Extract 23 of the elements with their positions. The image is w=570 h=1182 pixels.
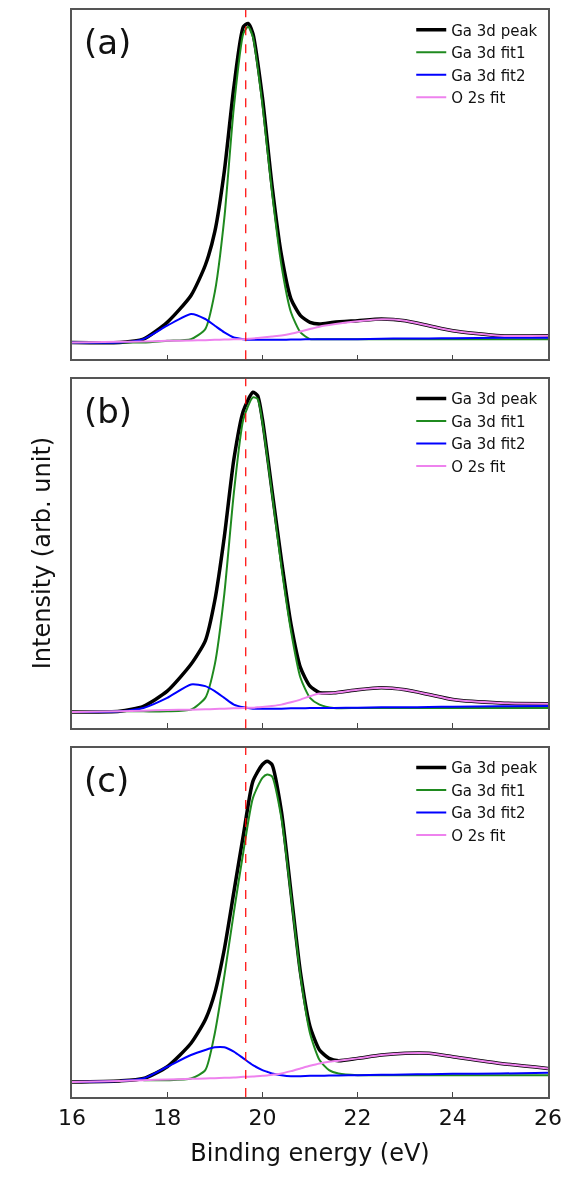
x-tick-label: 18 xyxy=(153,1105,182,1131)
legend-label: Ga 3d peak xyxy=(451,390,538,409)
annotation: (c) xyxy=(84,760,130,800)
x-tick-label: 24 xyxy=(438,1105,467,1131)
annotation: (b) xyxy=(84,391,133,431)
x-axis-title: Binding energy (eV) xyxy=(190,1138,430,1167)
x-tick-label: 22 xyxy=(343,1105,372,1131)
legend-label: Ga 3d fit2 xyxy=(451,804,526,823)
x-tick-label: 20 xyxy=(248,1105,277,1131)
legend-label: Ga 3d fit1 xyxy=(451,44,526,63)
x-tick-label: 16 xyxy=(58,1105,86,1131)
legend-label: Ga 3d fit2 xyxy=(451,66,526,85)
legend-label: Ga 3d fit1 xyxy=(451,412,526,431)
legend-label: O 2s fit xyxy=(451,826,506,845)
legend-label: O 2s fit xyxy=(451,457,506,476)
legend-label: Ga 3d fit2 xyxy=(451,435,526,454)
x-tick-label: 26 xyxy=(534,1105,562,1131)
legend-label: Ga 3d peak xyxy=(451,21,538,40)
annotation: (a) xyxy=(84,22,132,62)
legend-label: Ga 3d peak xyxy=(451,759,538,778)
y-axis-title: Intensity (arb. unit) xyxy=(28,436,57,670)
legend-label: O 2s fit xyxy=(451,89,506,108)
legend-label: Ga 3d fit1 xyxy=(451,781,526,800)
